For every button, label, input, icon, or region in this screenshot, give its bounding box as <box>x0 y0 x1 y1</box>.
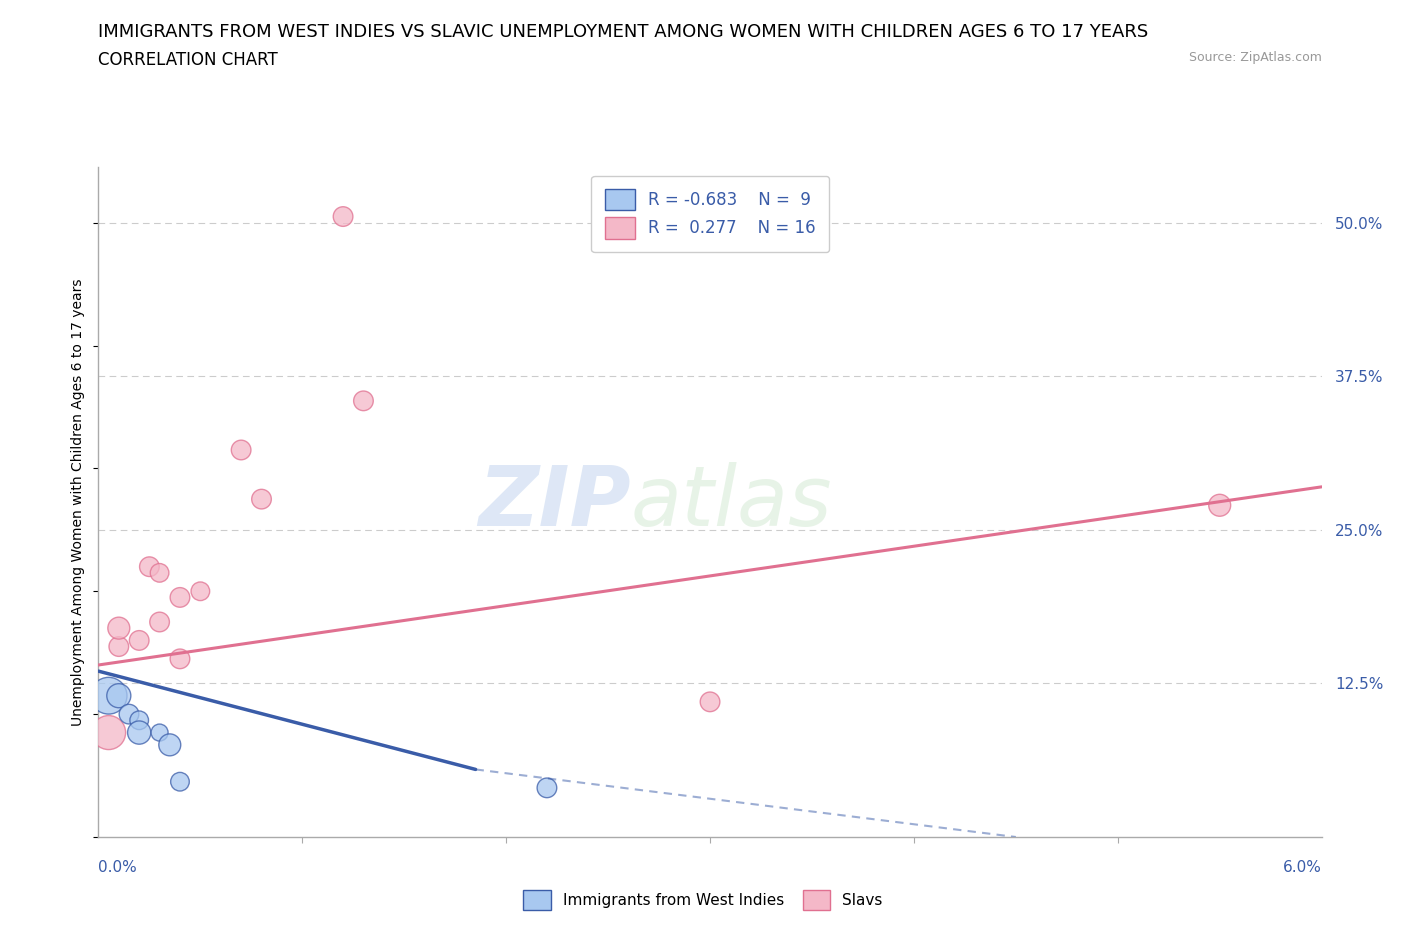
Y-axis label: Unemployment Among Women with Children Ages 6 to 17 years: Unemployment Among Women with Children A… <box>72 278 86 726</box>
Text: CORRELATION CHART: CORRELATION CHART <box>98 51 278 69</box>
Point <box>128 712 150 727</box>
Point <box>149 725 172 740</box>
Point <box>138 559 160 574</box>
Point <box>169 590 191 604</box>
Point <box>128 725 150 740</box>
Point <box>250 492 273 507</box>
Point <box>128 633 150 648</box>
Legend: R = -0.683    N =  9, R =  0.277    N = 16: R = -0.683 N = 9, R = 0.277 N = 16 <box>591 176 830 252</box>
Point <box>352 393 374 408</box>
Point <box>699 695 721 710</box>
Text: Source: ZipAtlas.com: Source: ZipAtlas.com <box>1188 51 1322 64</box>
Point <box>97 688 120 703</box>
Point <box>169 775 191 790</box>
Point <box>332 209 354 224</box>
Point <box>108 639 131 654</box>
Text: 0.0%: 0.0% <box>98 860 138 875</box>
Text: atlas: atlas <box>630 461 832 543</box>
Text: IMMIGRANTS FROM WEST INDIES VS SLAVIC UNEMPLOYMENT AMONG WOMEN WITH CHILDREN AGE: IMMIGRANTS FROM WEST INDIES VS SLAVIC UN… <box>98 23 1149 41</box>
Point <box>1208 498 1232 512</box>
Point <box>231 443 253 458</box>
Point <box>108 620 131 635</box>
Text: 6.0%: 6.0% <box>1282 860 1322 875</box>
Point <box>188 584 212 599</box>
Point <box>149 615 172 630</box>
Legend: Immigrants from West Indies, Slavs: Immigrants from West Indies, Slavs <box>516 883 890 918</box>
Point <box>149 565 172 580</box>
Point <box>536 780 558 795</box>
Point <box>169 651 191 666</box>
Point <box>97 725 120 740</box>
Point <box>159 737 181 752</box>
Point <box>108 688 131 703</box>
Text: ZIP: ZIP <box>478 461 630 543</box>
Point <box>118 707 141 722</box>
